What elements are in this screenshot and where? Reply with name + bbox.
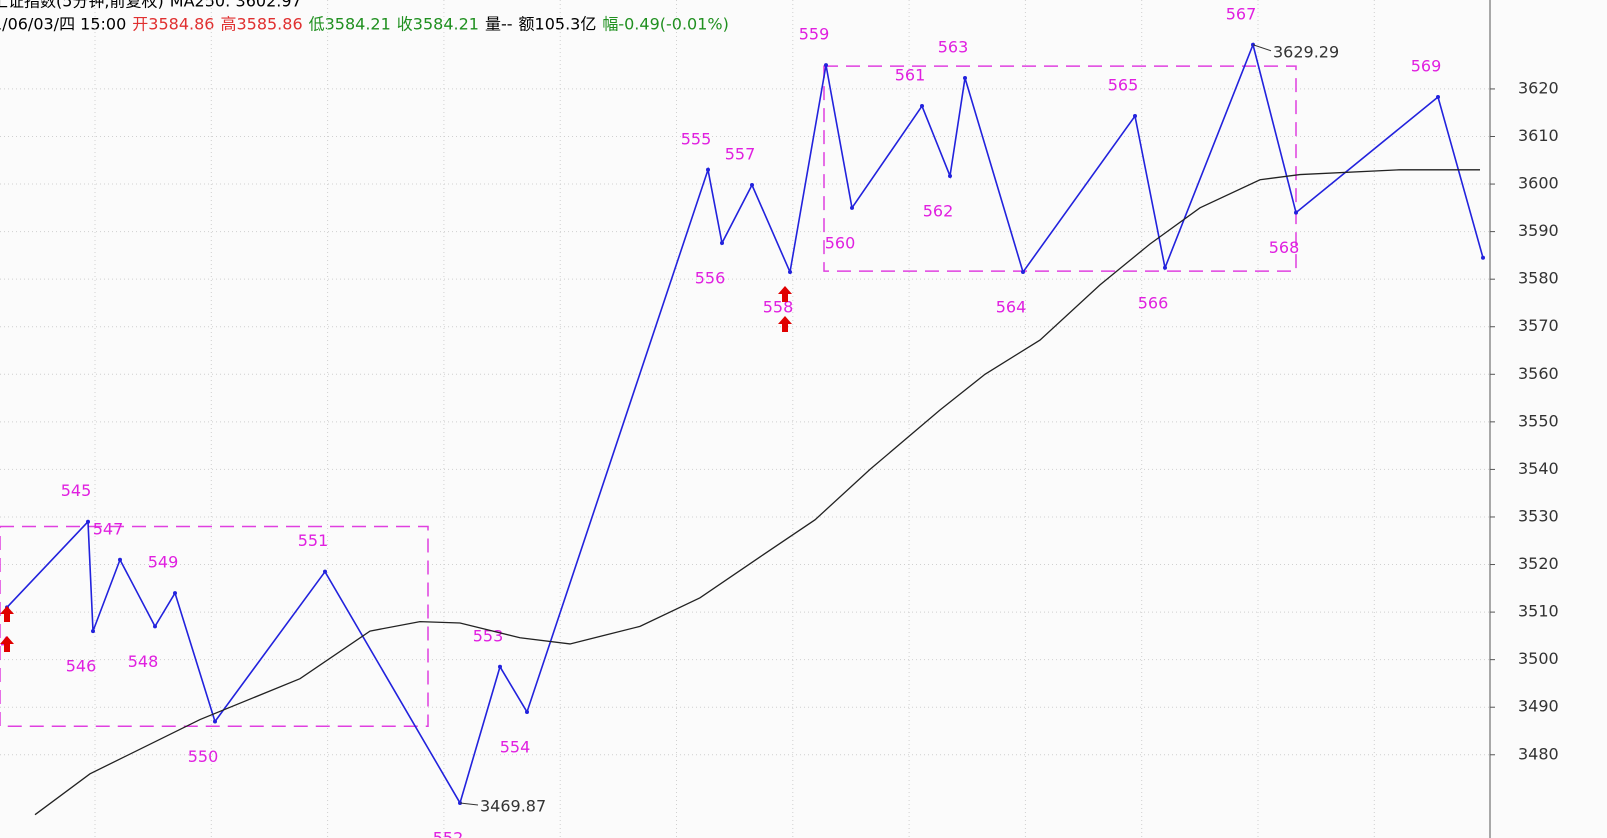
- pivot: [720, 241, 724, 246]
- pivot: [1481, 255, 1485, 260]
- y-tick-label: 3480: [1518, 744, 1559, 763]
- header-item: 1/06/03/四 15:00: [0, 15, 126, 34]
- pivot-label: 554: [500, 737, 531, 756]
- pivot-label: 555: [681, 129, 712, 148]
- pivot: [850, 205, 854, 210]
- y-tick-label: 3560: [1518, 364, 1559, 383]
- pivot-label: 552: [433, 828, 464, 838]
- pivot: [1436, 95, 1440, 100]
- range-box: [823, 65, 1297, 272]
- signal-arrow: [778, 316, 792, 332]
- pivot: [824, 63, 828, 68]
- pivot-label: 561: [895, 66, 926, 85]
- pivot-label: 560: [825, 233, 856, 252]
- y-tick-label: 3550: [1518, 411, 1559, 430]
- pivot-label: 568: [1269, 238, 1300, 257]
- signal-arrow: [0, 606, 14, 622]
- pivot: [173, 591, 177, 596]
- value-label-leader: [459, 802, 479, 806]
- pivot: [788, 270, 792, 275]
- pivot-label: 556: [695, 269, 726, 288]
- pivot-label: 551: [298, 531, 329, 550]
- y-tick-label: 3570: [1518, 316, 1559, 335]
- y-tick-label: 3520: [1518, 554, 1559, 573]
- pivot: [153, 624, 157, 629]
- header-item: 收3584.21: [397, 15, 479, 34]
- value-label-leader: [1252, 44, 1272, 52]
- signal-arrow: [0, 636, 14, 652]
- ma-line: [34, 169, 1480, 816]
- signal-arrow: [778, 286, 792, 302]
- header-item: 高3585.86: [220, 15, 302, 34]
- pivot: [1294, 210, 1298, 215]
- y-tick-label: 3620: [1518, 78, 1559, 97]
- header-item: 低3584.21: [309, 15, 391, 34]
- pivot-label: 549: [148, 553, 179, 572]
- pivot-label: 569: [1411, 57, 1442, 76]
- y-tick-label: 3530: [1518, 506, 1559, 525]
- pivot-label: 566: [1138, 293, 1169, 312]
- pivot: [750, 183, 754, 188]
- pivot-label: 547: [93, 519, 124, 538]
- range-box: [0, 525, 429, 727]
- pivot: [498, 664, 502, 669]
- pivot: [213, 719, 217, 724]
- header-line2: 1/06/03/四 15:00 开3584.86 高3585.86 低3584.21 收…: [0, 15, 729, 34]
- pivot: [1163, 265, 1167, 270]
- pivot: [86, 519, 90, 524]
- header-item: 开3584.86: [132, 15, 214, 34]
- pivot: [1133, 114, 1137, 119]
- pivot-label: 545: [61, 481, 92, 500]
- header-item: 量--: [485, 15, 513, 34]
- pivot: [91, 629, 95, 634]
- y-tick-label: 3600: [1518, 174, 1559, 193]
- header-item: 幅-0.49(-0.01%): [602, 15, 729, 34]
- y-tick-label: 3490: [1518, 697, 1559, 716]
- header-line1: 上证指数(5分钟,前复权) MA250: 3602.97: [0, 0, 302, 11]
- pivot-label: 546: [66, 657, 97, 676]
- pivot-label: 557: [725, 145, 756, 164]
- y-tick-label: 3610: [1518, 126, 1559, 145]
- value-label: 3629.29: [1273, 42, 1339, 61]
- y-tick-label: 3500: [1518, 649, 1559, 668]
- header-item: 上证指数(5分钟,前复权): [0, 0, 164, 11]
- pivot: [323, 569, 327, 574]
- pivot-label: 562: [923, 201, 954, 220]
- y-tick-label: 3540: [1518, 459, 1559, 478]
- pivot: [963, 75, 967, 80]
- pivot-label: 567: [1226, 4, 1257, 23]
- pivot: [1021, 270, 1025, 275]
- pivot-label: 559: [799, 25, 830, 44]
- pivot: [948, 173, 952, 178]
- pivot: [706, 167, 710, 172]
- value-label: 3469.87: [480, 796, 546, 815]
- pivot-label: 558: [763, 298, 794, 317]
- pivot: [525, 709, 529, 714]
- pivot-label: 550: [188, 747, 219, 766]
- pivot: [920, 104, 924, 109]
- y-tick-label: 3510: [1518, 602, 1559, 621]
- pivot: [118, 557, 122, 562]
- pivot-label: 565: [1108, 76, 1139, 95]
- header-item: 额105.3亿: [519, 15, 597, 34]
- pivot-label: 564: [996, 298, 1027, 317]
- pivot-label: 563: [938, 37, 969, 56]
- y-tick-label: 3590: [1518, 221, 1559, 240]
- pivot-label: 553: [473, 626, 504, 645]
- pivot-label: 548: [128, 652, 159, 671]
- header-item: MA250: 3602.97: [170, 0, 302, 11]
- y-tick-label: 3580: [1518, 269, 1559, 288]
